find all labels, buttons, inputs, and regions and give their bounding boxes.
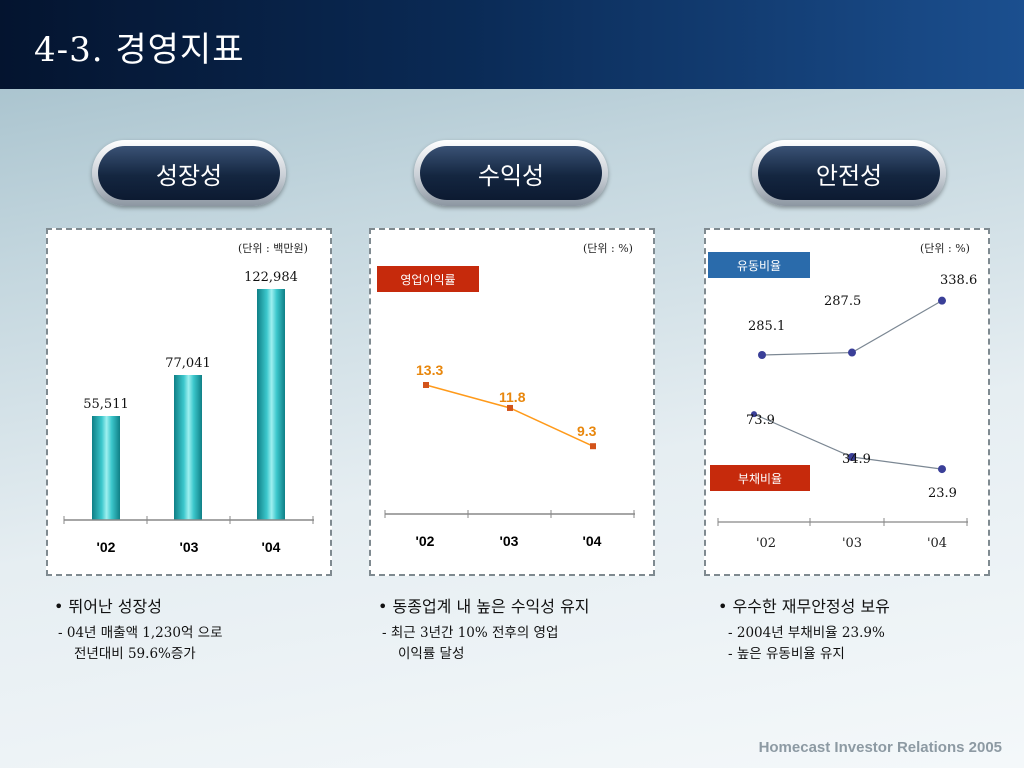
profit-note-heading: • 동종업계 내 높은 수익성 유지 (378, 597, 590, 616)
safety-x-tick-04: '04 (926, 536, 948, 551)
profit-x-tick-03: '03 (499, 533, 519, 549)
safety-note-heading: • 우수한 재무안정성 보유 (718, 597, 890, 616)
safety-current-ratio-tag: 유동비율 (708, 252, 810, 278)
safety-plot: 285.1 287.5 338.6 73.9 34.9 23.9 (717, 273, 977, 526)
profit-point-03 (507, 404, 513, 411)
safety-debt-label-03: 34.9 (842, 452, 871, 467)
growth-unit: (단위 : 백만원) (238, 242, 308, 255)
profit-note-line-2: 이익률 달성 (398, 646, 465, 662)
growth-x-tick-04: '04 (261, 539, 281, 555)
profit-notes: • 동종업계 내 높은 수익성 유지 - 최근 3년간 10% 전후의 영업 이… (378, 593, 590, 665)
safety-current-point-02 (758, 351, 766, 359)
safety-current-label-03: 287.5 (824, 294, 861, 309)
profit-value-label-04: 9.3 (577, 423, 597, 439)
growth-note-line-2: 전년대비 59.6%증가 (74, 646, 196, 662)
growth-note-line-1: - 04년 매출액 1,230억 으로 (58, 625, 223, 641)
growth-chart-panel: (단위 : 백만원) 55,511 77,041 122,984 '02 '03… (46, 228, 332, 576)
safety-chart-panel: (단위 : %) 유동비율 부채비율 285.1 287.5 338.6 73.… (704, 228, 990, 576)
profit-series-tag: 영업이익률 (377, 266, 479, 292)
safety-debt-label-02: 73.9 (746, 413, 775, 428)
profit-chart-panel: (단위 : %) 영업이익률 13.3 11.8 9.3 '02 '03 '04 (369, 228, 655, 576)
safety-x-tick-02: '02 (755, 536, 777, 551)
safety-pill-label: 안전성 (758, 146, 940, 200)
growth-axis (63, 516, 314, 524)
safety-notes: • 우수한 재무안정성 보유 - 2004년 부채비율 23.9% - 높은 유… (718, 593, 890, 665)
growth-x-tick-02: '02 (96, 539, 116, 555)
safety-debt-label-04: 23.9 (928, 486, 957, 501)
safety-pill: 안전성 (752, 140, 946, 206)
growth-bar-04 (257, 289, 285, 520)
growth-bar-03 (174, 375, 202, 520)
profit-pill-label: 수익성 (420, 146, 602, 200)
growth-value-label-02: 55,511 (83, 396, 129, 412)
profit-point-04 (590, 443, 596, 450)
safety-debt-point-03 (848, 453, 856, 461)
profit-point-02 (423, 382, 429, 388)
profit-plot: 13.3 11.8 9.3 (384, 362, 635, 518)
profit-pill: 수익성 (414, 140, 608, 206)
header-bar: 4-3. 경영지표 (0, 0, 1024, 89)
safety-note-line-2: - 높은 유동비율 유지 (728, 646, 845, 662)
profit-x-tick-04: '04 (582, 533, 602, 549)
safety-current-label-04: 338.6 (940, 273, 977, 288)
growth-value-label-03: 77,041 (165, 356, 211, 372)
safety-current-point-04 (938, 296, 946, 305)
growth-notes: • 뛰어난 성장성 - 04년 매출액 1,230억 으로 전년대비 59.6%… (54, 593, 223, 665)
growth-note-heading: • 뛰어난 성장성 (54, 597, 162, 616)
profit-note-line-1: - 최근 3년간 10% 전후의 영업 (382, 625, 559, 641)
growth-x-tick-03: '03 (179, 539, 199, 555)
safety-note-line-1: - 2004년 부채비율 23.9% (728, 625, 885, 641)
safety-x-tick-03: '03 (841, 536, 863, 551)
safety-debt-point-04 (938, 465, 946, 474)
profit-value-label-03: 11.8 (499, 389, 526, 405)
page-title: 4-3. 경영지표 (34, 30, 245, 70)
safety-debt-ratio-tag: 부채비율 (710, 465, 810, 491)
safety-current-label-02: 285.1 (748, 319, 785, 334)
profit-x-tick-02: '02 (415, 533, 435, 549)
growth-bar-02 (92, 415, 120, 520)
safety-unit: (단위 : %) (920, 242, 970, 255)
safety-debt-point-02 (751, 411, 757, 418)
growth-value-label-04: 122,984 (244, 270, 298, 285)
growth-pill: 성장성 (92, 140, 286, 206)
footer-text: Homecast Investor Relations 2005 (758, 739, 1002, 756)
profit-unit: (단위 : %) (583, 242, 633, 255)
profit-value-label-02: 13.3 (416, 362, 443, 378)
growth-pill-label: 성장성 (98, 146, 280, 200)
safety-current-point-03 (848, 348, 856, 357)
